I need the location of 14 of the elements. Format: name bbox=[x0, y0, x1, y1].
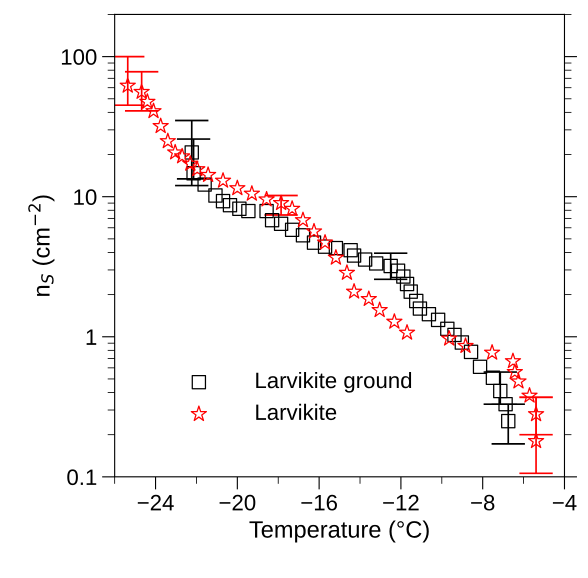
x-tick-label: −12 bbox=[383, 494, 419, 510]
y-tick-label: 100 bbox=[62, 49, 96, 65]
x-tick-label: −20 bbox=[220, 494, 256, 511]
x-tick-label: −16 bbox=[301, 494, 337, 511]
x-axis-title: Temperature (°C) bbox=[249, 520, 429, 542]
x-tick-label: −4 bbox=[552, 495, 576, 510]
x-tick-label: −8 bbox=[471, 494, 494, 511]
legend-label: Larvikite ground bbox=[256, 372, 412, 393]
y-tick-label: 0.1 bbox=[67, 469, 96, 486]
y-axis-title: n$_{S}$ (cm$^{−2}$) bbox=[28, 195, 54, 296]
x-tick-label: −24 bbox=[138, 494, 174, 510]
y-tick-label: 1 bbox=[86, 330, 96, 345]
y-tick-label: 10 bbox=[74, 189, 96, 205]
legend-label: Larvikite bbox=[256, 404, 336, 420]
